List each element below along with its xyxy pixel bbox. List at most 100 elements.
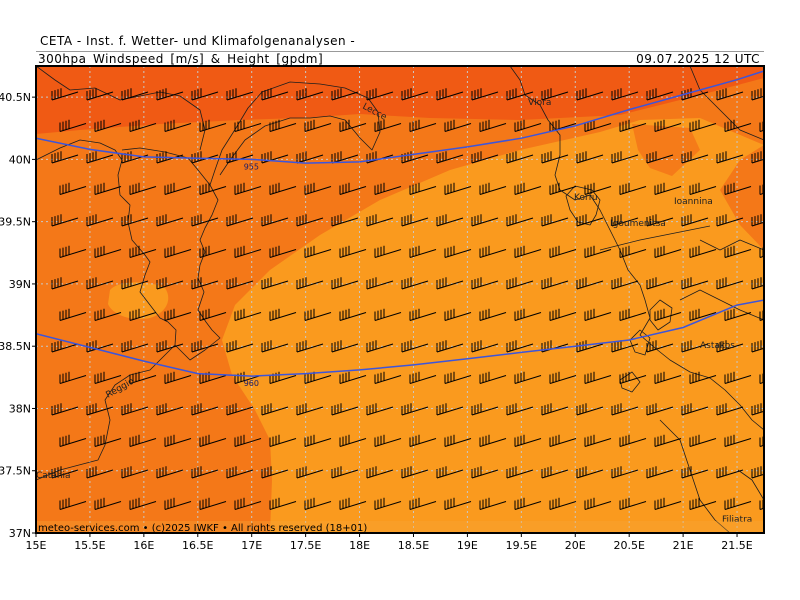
wind-barb [121, 466, 149, 479]
wind-barb [724, 371, 752, 384]
wind-barb [374, 182, 402, 195]
wind-barb [366, 88, 394, 101]
wind-barb [549, 497, 577, 510]
wind-barb [199, 371, 227, 384]
wind-barb [716, 340, 744, 353]
coastline-path [689, 66, 764, 141]
wind-barb [681, 466, 709, 479]
wind-barb [751, 151, 764, 164]
wind-barb [436, 466, 464, 479]
wind-barb [681, 403, 709, 416]
wind-barb [541, 466, 569, 479]
wind-barb [436, 88, 464, 101]
longitude-tick-label: 15E [26, 539, 47, 552]
wind-barb [331, 277, 359, 290]
wind-barb [261, 466, 289, 479]
wind-barb [724, 308, 752, 321]
wind-barb [121, 214, 149, 227]
wind-barb [471, 466, 499, 479]
height-contour [36, 70, 764, 164]
coastline-path [737, 469, 764, 501]
wind-barb [689, 245, 717, 258]
wind-barb [506, 214, 534, 227]
wind-barb [619, 434, 647, 447]
wind-barb [94, 119, 122, 132]
wind-barb [374, 245, 402, 258]
wind-barb [234, 434, 262, 447]
wind-barb [331, 403, 359, 416]
wind-barb [401, 340, 429, 353]
wind-barb [199, 308, 227, 321]
wind-barb [199, 434, 227, 447]
wind-barb [409, 182, 437, 195]
wind-barb [514, 371, 542, 384]
wind-barb [409, 434, 437, 447]
wind-barb [234, 497, 262, 510]
wind-barb [401, 466, 429, 479]
coastline-path [209, 81, 381, 186]
wind-band-low-patch [108, 282, 169, 320]
wind-barb [191, 88, 219, 101]
longitude-tick-label: 21.5E [721, 539, 752, 552]
longitude-tick-label: 18.5E [398, 539, 429, 552]
wind-barb [471, 151, 499, 164]
wind-barb [506, 466, 534, 479]
product-label: 300hpa_Windspeed_[m/s]_&_Height_[gpdm] [38, 52, 324, 66]
wind-barb [366, 340, 394, 353]
wind-barb [619, 371, 647, 384]
wind-barb [584, 119, 612, 132]
wind-barb [584, 182, 612, 195]
coastline-path [659, 419, 731, 533]
wind-barb [401, 214, 429, 227]
contour-label: 960 [244, 379, 259, 388]
wind-barb [549, 371, 577, 384]
wind-barb [611, 88, 639, 101]
wind-barb [304, 371, 332, 384]
wind-barb [234, 245, 262, 258]
wind-barb [366, 466, 394, 479]
wind-barb [366, 214, 394, 227]
wind-barb [751, 88, 764, 101]
wind-barb [646, 214, 674, 227]
wind-barb [506, 277, 534, 290]
wind-barb [121, 277, 149, 290]
wind-barb [681, 151, 709, 164]
coastline-path [699, 239, 764, 251]
wind-barb [724, 245, 752, 258]
wind-barb [164, 371, 192, 384]
wind-barb [409, 497, 437, 510]
credit-text: meteo-services.com • (c)2025 IWKF • All … [38, 523, 367, 534]
longitude-axis: 15E 15.5E 16E 16.5E 17E 17.5E 18E 18.5E 19E 19.5E… [26, 533, 753, 552]
wind-barb [654, 434, 682, 447]
wind-barb [86, 214, 114, 227]
wind-barb [751, 277, 764, 290]
wind-barb [716, 88, 744, 101]
wind-barb [584, 245, 612, 258]
wind-barb [611, 466, 639, 479]
latitude-tick-label: 39N [9, 278, 31, 291]
wind-barb [191, 214, 219, 227]
longitude-tick-label: 15.5E [74, 539, 105, 552]
wind-barb [374, 497, 402, 510]
wind-barb [506, 403, 534, 416]
wind-barb [514, 434, 542, 447]
wind-barb [716, 466, 744, 479]
wind-barb [59, 182, 87, 195]
wind-barb [191, 277, 219, 290]
wind-barb [471, 340, 499, 353]
wind-barb [156, 277, 184, 290]
latitude-tick-label: 37N [9, 527, 31, 540]
wind-barb [689, 308, 717, 321]
wind-barbs [51, 88, 764, 510]
wind-barb [304, 245, 332, 258]
wind-barb [724, 182, 752, 195]
wind-barb [681, 340, 709, 353]
wind-barb [51, 88, 79, 101]
wind-barb [331, 340, 359, 353]
wind-barb [514, 308, 542, 321]
wind-barb [374, 371, 402, 384]
wind-barb [444, 245, 472, 258]
latitude-tick-label: 38.5N [0, 340, 31, 353]
wind-barb [751, 403, 764, 416]
wind-barb [444, 308, 472, 321]
